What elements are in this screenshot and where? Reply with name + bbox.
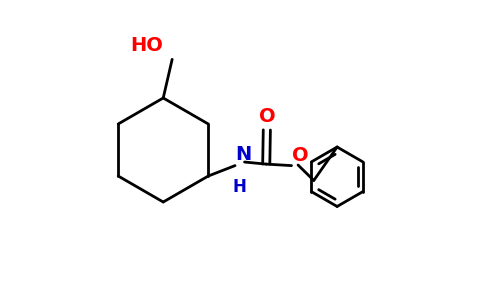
- Text: O: O: [292, 146, 309, 165]
- Text: H: H: [232, 178, 246, 196]
- Text: O: O: [258, 107, 275, 126]
- Text: HO: HO: [130, 36, 163, 55]
- Text: N: N: [236, 145, 252, 164]
